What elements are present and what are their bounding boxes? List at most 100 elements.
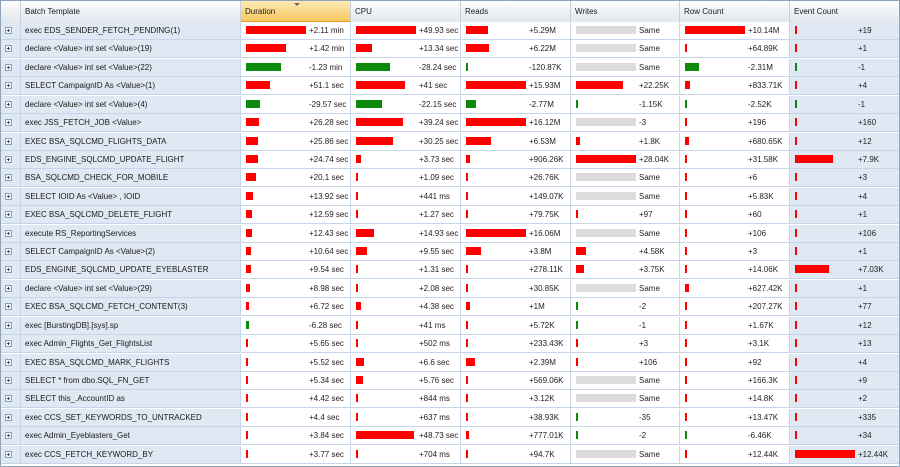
- table-row[interactable]: exec EDS_SENDER_FETCH_PENDING(1) +2.11 mi…: [1, 22, 899, 40]
- table-row[interactable]: BSA_SQLCMD_CHECK_FOR_MOBILE +20.1 sec +1.0…: [1, 169, 899, 188]
- duration-cell: -1.23 min: [241, 58, 351, 76]
- writes-cell: -1.15K: [571, 95, 680, 113]
- writes-delta-value: Same: [639, 44, 660, 54]
- table-row[interactable]: EDS_ENGINE_SQLCMD_UPDATE_EYEBLASTER +9.54…: [1, 261, 899, 280]
- batch-template-cell: declare <Value> int set <Value>(4): [21, 95, 241, 113]
- eventcount-cell: +106: [790, 224, 899, 242]
- expand-plus-icon[interactable]: [5, 27, 12, 34]
- table-row[interactable]: declare <Value> int set <Value>(4) -29.57…: [1, 95, 899, 114]
- reads-delta-bar: [466, 431, 469, 440]
- writes-cell: Same: [571, 390, 680, 408]
- table-row[interactable]: EXEC BSA_SQLCMD_DELETE_FLIGHT +12.59 sec +…: [1, 206, 899, 225]
- table-row[interactable]: exec CCS_SET_KEYWORDS_TO_UNTRACKED +4.4 s…: [1, 408, 899, 427]
- eventcount-cell: +3: [790, 169, 899, 187]
- table-row[interactable]: EXEC BSA_SQLCMD_FLIGHTS_DATA +25.86 sec +3…: [1, 132, 899, 151]
- duration-delta-bar: [246, 173, 256, 182]
- column-header-row-count[interactable]: Row Count: [680, 1, 790, 22]
- expand-plus-icon[interactable]: [5, 192, 12, 200]
- expand-plus-icon[interactable]: [5, 321, 12, 329]
- table-row[interactable]: execute RS_ReportingServices +12.43 sec +1…: [1, 224, 899, 243]
- reads-delta-value: +233.43K: [529, 339, 564, 349]
- expand-plus-icon[interactable]: [5, 119, 12, 127]
- eventcount-delta-value: +335: [858, 412, 877, 422]
- writes-delta-value: -3: [639, 118, 647, 128]
- expand-plus-icon[interactable]: [5, 248, 12, 256]
- table-row[interactable]: declare <Value> int set <Value>(19) +1.42…: [1, 40, 899, 59]
- expand-plus-icon[interactable]: [5, 229, 12, 237]
- eventcount-delta-bar: [795, 154, 833, 163]
- writes-delta-bar: [576, 412, 578, 421]
- eventcount-delta-bar: [795, 283, 797, 292]
- duration-delta-bar: [246, 191, 253, 200]
- writes-delta-bar: [576, 431, 578, 440]
- table-row[interactable]: exec Admin_Eyeblasters_Get +3.84 sec +48.7…: [1, 427, 899, 446]
- expand-plus-icon[interactable]: [5, 284, 12, 292]
- expand-plus-icon[interactable]: [5, 450, 12, 458]
- reads-delta-value: +2.39M: [529, 357, 556, 367]
- writes-delta-value: Same: [639, 173, 660, 183]
- eventcount-delta-value: +19: [858, 26, 872, 35]
- table-row[interactable]: exec Admin_Flights_Get_FlightsList +5.65 …: [1, 335, 899, 354]
- column-header-batch-template[interactable]: Batch Template: [21, 1, 241, 22]
- column-header-writes[interactable]: Writes: [571, 1, 680, 22]
- table-row[interactable]: SELECT IOID As <Value> , IOID +13.92 sec +…: [1, 187, 899, 206]
- column-header-duration[interactable]: Duration: [241, 1, 351, 22]
- batch-template-cell: exec [BurstingDB].[sys].sp: [21, 316, 241, 334]
- row-expander-cell: [1, 132, 21, 150]
- column-header-reads[interactable]: Reads: [461, 1, 571, 22]
- table-row[interactable]: EDS_ENGINE_SQLCMD_UPDATE_FLIGHT +24.74 se…: [1, 150, 899, 169]
- table-row[interactable]: SELECT CampaignID As <Value>(1) +51.1 sec…: [1, 77, 899, 96]
- expand-plus-icon[interactable]: [5, 174, 12, 182]
- table-row[interactable]: EXEC BSA_SQLCMD_MARK_FLIGHTS +5.52 sec +6.…: [1, 353, 899, 372]
- table-row[interactable]: exec JSS_FETCH_JOB <Value> +26.28 sec +39.…: [1, 114, 899, 133]
- cpu-delta-bar: [356, 339, 358, 348]
- expand-plus-icon[interactable]: [5, 45, 12, 53]
- reads-delta-value: +15.93M: [529, 81, 561, 91]
- expand-plus-icon[interactable]: [5, 340, 12, 348]
- eventcount-delta-bar: [795, 62, 797, 71]
- batch-template-cell: exec EDS_SENDER_FETCH_PENDING(1): [21, 22, 241, 39]
- rowcount-cell: +3: [680, 243, 790, 261]
- reads-cell: +6.22M: [461, 40, 571, 58]
- expand-plus-icon[interactable]: [5, 432, 12, 440]
- writes-cell: +4.58K: [571, 243, 680, 261]
- expand-plus-icon[interactable]: [5, 63, 12, 71]
- duration-cell: +13.92 sec: [241, 187, 351, 205]
- table-row[interactable]: SELECT CampaignID As <Value>(2) +10.64 se…: [1, 243, 899, 262]
- writes-delta-bar: [576, 154, 636, 163]
- column-header-event-count[interactable]: Event Count: [794, 7, 839, 16]
- table-row[interactable]: exec CCS_FETCH_KEYWORD_BY +3.77 sec +704 m…: [1, 445, 899, 464]
- duration-cell: +24.74 sec: [241, 150, 351, 168]
- reads-cell: +1M: [461, 298, 571, 316]
- cpu-cell: +1.27 sec: [351, 206, 461, 224]
- expand-plus-icon[interactable]: [5, 100, 12, 108]
- expand-plus-icon[interactable]: [5, 155, 12, 163]
- cpu-cell: +1.09 sec: [351, 169, 461, 187]
- rowcount-delta-bar: [685, 26, 745, 34]
- rowcount-cell: +106: [680, 224, 790, 242]
- cpu-delta-value: +637 ms: [419, 412, 450, 422]
- rowcount-delta-bar: [685, 173, 687, 182]
- expand-plus-icon[interactable]: [5, 137, 12, 145]
- table-row[interactable]: exec [BurstingDB].[sys].sp -6.28 sec +41 m…: [1, 316, 899, 335]
- expand-plus-icon[interactable]: [5, 358, 12, 366]
- duration-cell: -29.57 sec: [241, 95, 351, 113]
- reads-cell: +906.26K: [461, 150, 571, 168]
- table-row[interactable]: declare <Value> int set <Value>(29) +8.98…: [1, 279, 899, 298]
- expand-plus-icon[interactable]: [5, 82, 12, 90]
- expand-plus-icon[interactable]: [5, 376, 12, 384]
- column-header-cpu[interactable]: CPU: [351, 1, 461, 22]
- rowcount-delta-value: +13.47K: [748, 412, 779, 422]
- table-row[interactable]: SELECT this_.AccountID as +4.42 sec +844 m…: [1, 390, 899, 409]
- expand-plus-icon[interactable]: [5, 211, 12, 219]
- expand-plus-icon[interactable]: [5, 395, 12, 403]
- row-expander-cell: [1, 243, 21, 261]
- batch-template-cell: EXEC BSA_SQLCMD_MARK_FLIGHTS: [21, 353, 241, 371]
- expand-plus-icon[interactable]: [5, 413, 12, 421]
- expand-plus-icon[interactable]: [5, 303, 12, 311]
- table-row[interactable]: EXEC BSA_SQLCMD_FETCH_CONTENT(3) +6.72 se…: [1, 298, 899, 317]
- expand-plus-icon[interactable]: [5, 266, 12, 274]
- writes-cell: Same: [571, 169, 680, 187]
- table-row[interactable]: declare <Value> int set <Value>(22) -1.23…: [1, 58, 899, 77]
- table-row[interactable]: SELECT * from dbo.SQL_FN_GET +5.34 sec +5.…: [1, 371, 899, 390]
